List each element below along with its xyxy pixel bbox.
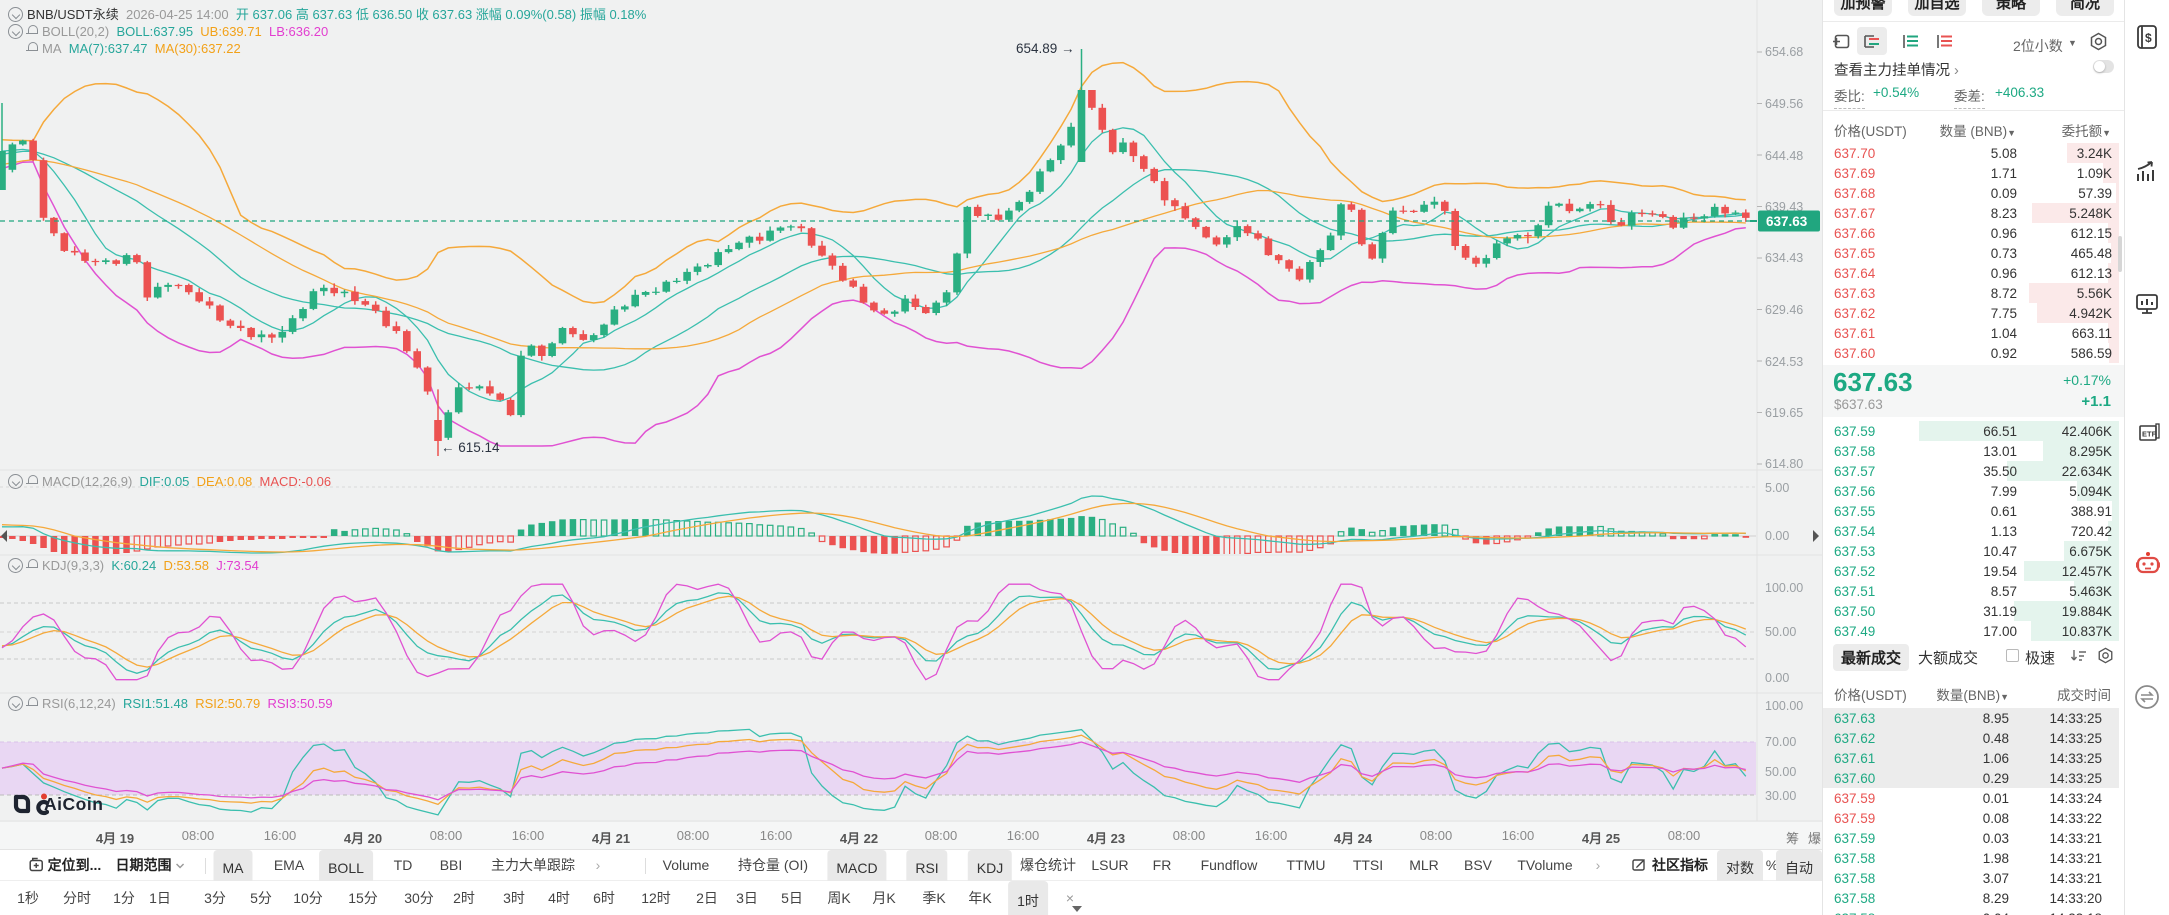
- svg-text:624.53: 624.53: [1765, 355, 1803, 369]
- svg-text:654.89 →: 654.89 →: [1016, 41, 1075, 56]
- svg-text:629.46: 629.46: [1765, 303, 1803, 317]
- svg-text:70.00: 70.00: [1765, 735, 1796, 749]
- svg-text:← 615.14: ← 615.14: [441, 440, 500, 455]
- svg-text:644.48: 644.48: [1765, 149, 1803, 163]
- svg-text:50.00: 50.00: [1765, 765, 1796, 779]
- svg-text:0.00: 0.00: [1765, 671, 1789, 685]
- svg-text:634.43: 634.43: [1765, 251, 1803, 265]
- svg-text:637.63: 637.63: [1766, 214, 1808, 229]
- svg-text:50.00: 50.00: [1765, 625, 1796, 639]
- svg-text:619.65: 619.65: [1765, 406, 1803, 420]
- svg-text:100.00: 100.00: [1765, 699, 1803, 713]
- svg-text:30.00: 30.00: [1765, 789, 1796, 803]
- svg-text:100.00: 100.00: [1765, 581, 1803, 595]
- svg-text:0.00: 0.00: [1765, 529, 1789, 543]
- svg-text:$: $: [2145, 31, 2152, 45]
- svg-text:5.00: 5.00: [1765, 481, 1789, 495]
- svg-text:649.56: 649.56: [1765, 97, 1803, 111]
- svg-text:614.80: 614.80: [1765, 457, 1803, 471]
- svg-text:ETF: ETF: [2142, 430, 2157, 439]
- svg-text:654.68: 654.68: [1765, 45, 1803, 59]
